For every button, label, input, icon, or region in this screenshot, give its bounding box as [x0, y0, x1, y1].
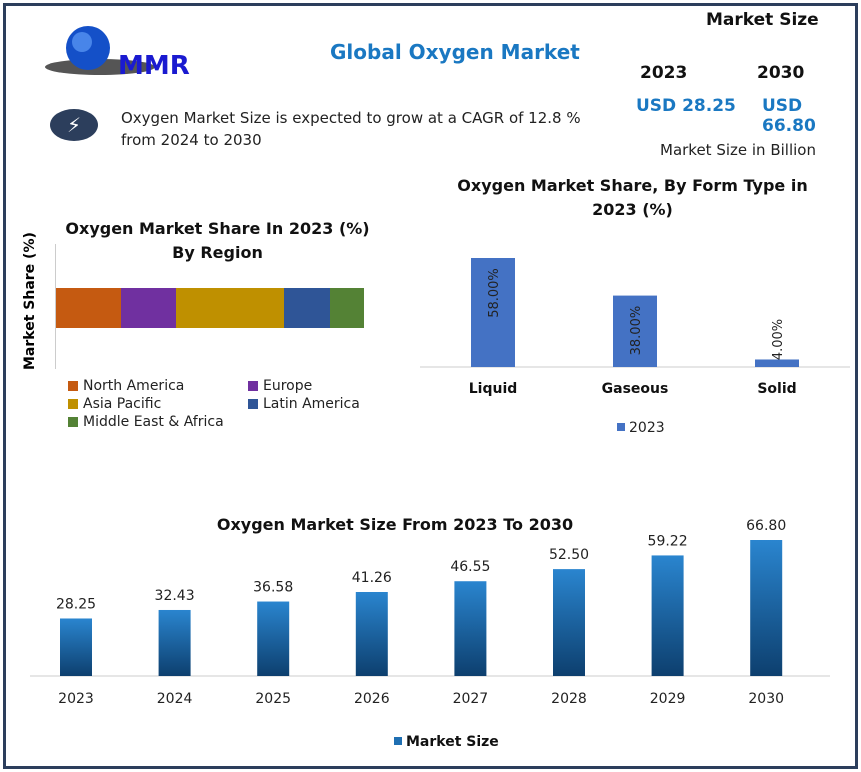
size-bar-2026	[355, 591, 388, 676]
lightning-bolt-icon: ⚡	[50, 109, 98, 141]
size-category-label: 2024	[157, 691, 193, 707]
legend-label: Europe	[263, 378, 313, 394]
legend-swatch	[68, 399, 78, 409]
region-legend: North America Europe Asia Pacific Latin Ame…	[68, 378, 388, 430]
year-2030: 2030	[757, 63, 805, 83]
size-bar-2023	[60, 618, 92, 676]
legend-swatch	[248, 381, 258, 391]
size-bar-2029	[651, 555, 684, 676]
form-data-label: 4.00%	[771, 319, 786, 360]
size-bar-2024	[158, 609, 191, 676]
form-legend-label: 2023	[629, 420, 665, 436]
form-chart: 58.00% Liquid 38.00% Gaseous 4.00% Solid 2023	[420, 258, 850, 436]
legend-item: Asia Pacific	[68, 396, 248, 412]
size-chart-title: Oxygen Market Size From 2023 To 2030	[216, 515, 574, 534]
unit-label: Market Size in Billion	[660, 141, 816, 159]
size-category-label: 2023	[58, 691, 94, 707]
size-data-label: 28.25	[56, 596, 96, 612]
region-segment-2	[176, 288, 284, 328]
legend-swatch	[248, 399, 258, 409]
region-y-label: Market Share (%)	[22, 232, 38, 370]
size-category-label: 2030	[748, 691, 784, 707]
cagr-text: Oxygen Market Size is expected to grow a…	[121, 107, 581, 151]
form-data-label: 58.00%	[487, 268, 502, 318]
year-2023: 2023	[640, 63, 688, 83]
legend-label: Latin America	[263, 396, 360, 412]
legend-item: North America	[68, 378, 248, 394]
legend-label: Asia Pacific	[83, 396, 162, 412]
size-bar-2027	[454, 581, 487, 676]
cagr-line-2: from 2024 to 2030	[121, 131, 262, 149]
size-data-label: 36.58	[253, 580, 293, 596]
page-title: Global Oxygen Market	[330, 40, 580, 64]
region-segment-0	[56, 288, 121, 328]
form-chart-title: Oxygen Market Share, By Form Type in 202…	[457, 176, 808, 219]
size-category-label: 2027	[453, 691, 489, 707]
form-category-label: Solid	[757, 381, 796, 397]
svg-text:MMR: MMR	[118, 51, 190, 81]
legend-label: North America	[83, 378, 185, 394]
mmr-logo: MMR	[45, 26, 190, 81]
legend-item: Europe	[248, 378, 388, 394]
size-legend-swatch	[394, 737, 402, 745]
region-chart-title: Oxygen Market Share In 2023 (%) By Regio…	[65, 219, 370, 262]
legend-swatch	[68, 381, 78, 391]
form-data-label: 38.00%	[629, 306, 644, 356]
form-category-label: Liquid	[469, 381, 518, 397]
size-data-label: 32.43	[155, 588, 195, 604]
form-category-label: Gaseous	[602, 381, 669, 397]
size-data-label: 59.22	[648, 533, 688, 549]
size-data-label: 66.80	[746, 518, 786, 534]
size-legend-label: Market Size	[406, 734, 499, 750]
size-chart: 28.25 2023 32.43 2024 36.58 2025 41.26 2026 46.5…	[30, 518, 830, 750]
size-bar-2028	[553, 569, 585, 676]
size-data-label: 41.26	[352, 570, 392, 586]
size-category-label: 2026	[354, 691, 390, 707]
size-category-label: 2029	[650, 691, 686, 707]
legend-item: Middle East & Africa	[68, 414, 248, 430]
size-bar-2025	[257, 601, 290, 676]
form-legend-swatch	[617, 423, 625, 431]
market-size-label: Market Size	[706, 10, 819, 30]
region-stacked-bar	[56, 288, 364, 328]
region-axis	[55, 244, 56, 369]
form-bar-solid	[755, 359, 799, 367]
value-2030: USD 66.80	[762, 96, 816, 136]
size-category-label: 2028	[551, 691, 587, 707]
size-data-label: 46.55	[450, 559, 490, 575]
frame	[3, 3, 858, 769]
legend-label: Middle East & Africa	[83, 414, 224, 430]
size-category-label: 2025	[255, 691, 291, 707]
cagr-line-1: Oxygen Market Size is expected to grow a…	[121, 109, 581, 127]
size-bar-2030	[750, 540, 783, 676]
region-segment-4	[330, 288, 364, 328]
region-segment-3	[283, 288, 331, 328]
region-segment-1	[120, 288, 177, 328]
form-bar-liquid	[471, 258, 515, 367]
legend-item: Latin America	[248, 396, 388, 412]
size-data-label: 52.50	[549, 547, 589, 563]
legend-swatch	[68, 417, 78, 427]
form-bar-gaseous	[613, 295, 657, 367]
value-2023: USD 28.25	[636, 96, 736, 116]
